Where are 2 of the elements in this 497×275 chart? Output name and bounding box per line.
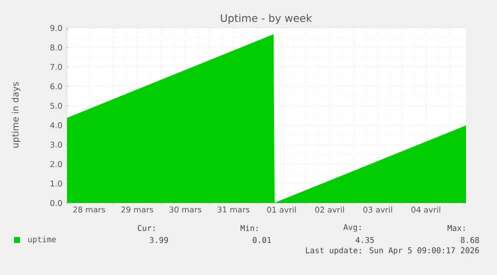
y-axis-title: uptime in days xyxy=(12,82,20,148)
chart-title: Uptime - by week xyxy=(220,14,312,24)
